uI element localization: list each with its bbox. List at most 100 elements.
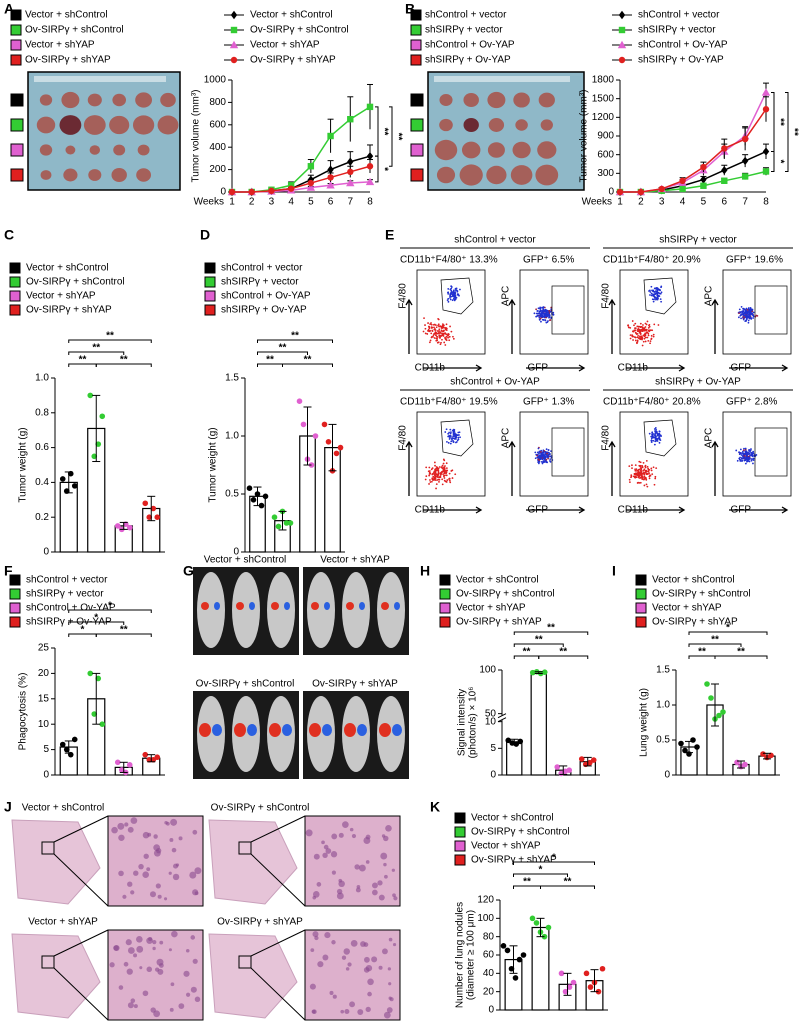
flow-dot (535, 308, 538, 311)
data-point (545, 924, 552, 931)
flow-dot (538, 318, 541, 321)
signal (284, 602, 290, 610)
flow-dot (442, 324, 445, 327)
data-point (708, 695, 714, 701)
flow-dot (443, 479, 446, 482)
flow-dot (450, 470, 453, 472)
flow-dot (536, 454, 539, 457)
cell (358, 864, 366, 872)
marker (618, 56, 626, 64)
flow-dot (540, 315, 542, 317)
data-point (87, 670, 94, 677)
legend-swatch (204, 262, 216, 274)
data-point (59, 741, 66, 748)
flow-dot (449, 442, 452, 445)
y-axis-label: (diameter ≥ 100 μm) (466, 910, 477, 1000)
cell (192, 958, 198, 964)
cell (367, 978, 374, 986)
flow-dot (424, 478, 427, 481)
cell (313, 853, 320, 860)
flow-dot (640, 335, 643, 338)
flow-dot (650, 469, 653, 472)
flow-dot (456, 290, 459, 293)
flow-dot (435, 324, 437, 327)
cell (118, 834, 125, 841)
signal (214, 602, 220, 610)
flow-dot (737, 316, 740, 319)
flow-dot (639, 325, 641, 328)
legend-label: Vector + shYAP (471, 841, 541, 852)
flow-dot (437, 324, 439, 327)
flow-dot (540, 453, 543, 455)
cell (331, 833, 338, 840)
flow-dot (649, 291, 652, 293)
flow-dot (642, 469, 645, 472)
cell (173, 863, 179, 869)
flow-dot (636, 336, 639, 339)
flow-dot (441, 323, 444, 325)
flow-dot (433, 478, 435, 481)
cell (194, 891, 199, 896)
significance-label: ** (547, 623, 555, 634)
zoom-view (107, 815, 204, 907)
flow-dot (549, 311, 552, 313)
marker (762, 147, 770, 156)
flow-dot (433, 470, 436, 473)
flow-dot (455, 296, 458, 299)
flow-dot (436, 337, 439, 340)
flow-dot (542, 309, 544, 312)
cell (126, 968, 133, 975)
flow-dot (425, 466, 428, 469)
x-tick-label: 5 (308, 197, 314, 208)
flow-dot (430, 468, 433, 471)
data-point (71, 483, 78, 489)
row-swatch (10, 143, 24, 157)
flow-dot (540, 460, 543, 463)
cell (190, 986, 197, 993)
flow-dot (746, 453, 748, 456)
x-tick-label: 7 (348, 197, 354, 208)
flow-dot (652, 466, 655, 469)
flow-dot (439, 472, 442, 474)
flow-dot (429, 479, 431, 481)
flow-dot (628, 478, 631, 481)
marker (700, 163, 707, 171)
flow-plot (722, 269, 792, 355)
flow-dot (455, 287, 457, 290)
tumor (538, 92, 555, 108)
data-point (275, 523, 282, 530)
tumor-photo (27, 71, 181, 191)
data-point (704, 681, 710, 687)
legend-label: Ov-SIRPγ + shControl (250, 25, 349, 36)
cell (130, 890, 135, 895)
flow-dot (445, 329, 448, 331)
axis-arrow (526, 364, 586, 372)
data-point (87, 392, 94, 399)
signal (271, 602, 279, 610)
flow-dot (438, 329, 440, 332)
flow-dot (644, 464, 647, 467)
significance-bracket (540, 885, 595, 889)
flow-dot (642, 478, 645, 481)
flow-dot (635, 333, 638, 336)
flow-dot (650, 441, 653, 444)
flow-dot (742, 449, 745, 452)
flow-dot (454, 473, 457, 476)
flow-dot (744, 462, 747, 465)
flow-dot (541, 311, 544, 314)
flow-dot (542, 306, 545, 309)
zoom-connector (250, 815, 306, 843)
flow-dot (639, 477, 642, 479)
flow-dot (445, 472, 448, 474)
significance-label: ** (79, 355, 87, 366)
y-tick-label: 200 (209, 164, 226, 175)
flow-dot (646, 485, 649, 488)
flow-dot (637, 334, 640, 337)
x-tick-label: 2 (249, 197, 255, 208)
flow-dot (628, 465, 631, 468)
flow-dot (658, 437, 661, 440)
flow-dot (443, 477, 446, 479)
marker (658, 185, 665, 193)
flow-dot (736, 459, 739, 462)
cell (381, 948, 388, 955)
